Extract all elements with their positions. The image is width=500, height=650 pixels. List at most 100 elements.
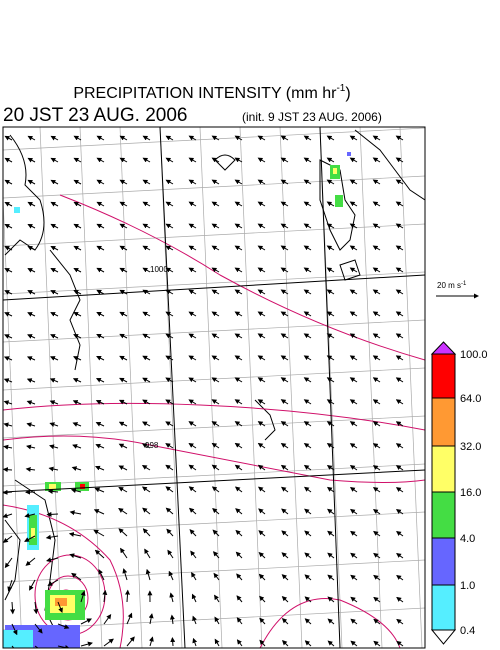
wind-arrow (49, 400, 59, 405)
wind-arrow (80, 618, 92, 625)
wind-arrow (211, 135, 220, 141)
wind-arrow (95, 443, 105, 449)
wind-arrow (303, 289, 312, 295)
contour-label: 1000 (150, 265, 168, 274)
wind-arrow (49, 444, 59, 450)
wind-arrow (303, 355, 312, 361)
wind-arrow (165, 355, 174, 361)
wind-arrow (349, 399, 358, 405)
wind-arrow (118, 465, 128, 471)
wind-arrow (303, 267, 312, 273)
wind-arrow (327, 574, 335, 581)
wind-arrow (349, 245, 358, 251)
wind-arrow (327, 596, 335, 603)
wind-arrow (4, 268, 13, 273)
wind-arrow (395, 289, 404, 295)
wind-arrow (326, 135, 335, 141)
wind-arrow (188, 267, 197, 273)
wind-arrow (257, 355, 266, 361)
wind-arrow (280, 179, 289, 185)
wind-arrow (372, 201, 381, 207)
wind-arrow (349, 135, 358, 141)
colorbar-label: 64.0 (460, 393, 481, 405)
wind-arrow (395, 245, 404, 251)
wind-arrow (372, 443, 381, 449)
wind-arrow (349, 157, 358, 163)
wind-arrow (71, 572, 82, 581)
wind-arrow (188, 442, 197, 449)
wind-arrow (118, 528, 128, 537)
wind-arrow (96, 311, 105, 317)
wind-arrow (372, 399, 381, 405)
wind-arrow (96, 356, 105, 361)
wind-arrow (280, 377, 289, 383)
wind-arrow (142, 289, 151, 295)
wind-arrow (327, 530, 335, 537)
wind-arrow (10, 601, 16, 615)
wind-arrow (96, 333, 105, 339)
wind-arrow (280, 442, 289, 449)
wind-arrow (326, 179, 335, 185)
wind-arrow (211, 245, 220, 251)
wind-arrow (24, 513, 36, 518)
wind-arrow (142, 507, 151, 515)
wind-arrow (395, 421, 404, 427)
wind-arrow (27, 290, 36, 295)
wind-arrow (211, 464, 220, 471)
wind-arrow (234, 311, 243, 317)
wind-arrow (96, 223, 105, 229)
wind-arrow (373, 640, 381, 647)
wind-arrow (304, 618, 312, 625)
wind-arrow (212, 529, 220, 537)
colorbar: 100.0 64.0 32.0 16.0 4.0 1.0 0.4 (430, 341, 488, 645)
wind-arrow (372, 355, 381, 361)
wind-arrow (326, 289, 335, 295)
wind-arrow (349, 267, 358, 273)
wind-arrow (258, 573, 266, 581)
wind-arrow (350, 574, 358, 581)
wind-arrow (234, 355, 243, 361)
wind-arrow (304, 596, 312, 603)
wind-arrow (257, 201, 266, 207)
wind-arrow (34, 645, 39, 648)
wind-arrow (234, 179, 243, 185)
wind-arrow (326, 223, 335, 229)
grid-line (79, 127, 103, 648)
wind-arrow (95, 400, 105, 405)
grid-line (3, 415, 425, 439)
wind-arrow (142, 528, 151, 537)
wind-arrow (303, 464, 312, 471)
wind-arrow (96, 289, 105, 295)
wind-arrow (349, 486, 358, 493)
colorbar-segment (431, 537, 456, 586)
grid-line (3, 32, 425, 54)
wind-arrow (280, 135, 289, 141)
wind-arrow (142, 267, 151, 273)
wind-arrow (234, 442, 243, 449)
wind-arrow (119, 377, 128, 383)
wind-arrow (280, 333, 289, 339)
wind-arrow (96, 179, 105, 185)
wind-arrow (46, 511, 59, 517)
grid-line (3, 189, 23, 648)
wind-arrow (326, 486, 335, 493)
wind-arrow (372, 487, 381, 493)
wind-arrow (349, 223, 358, 229)
wind-arrow (119, 223, 128, 229)
wind-arrow (280, 289, 289, 295)
wind-scale-exponent: -1 (461, 281, 467, 287)
wind-arrow (72, 378, 82, 383)
wind-arrow (372, 135, 381, 141)
colorbar-label: 1.0 (460, 580, 475, 592)
wind-arrow (96, 201, 105, 207)
wind-arrow (373, 552, 381, 559)
wind-arrow (395, 179, 404, 185)
colorbar-label: 32.0 (460, 441, 481, 453)
wind-arrow (148, 636, 154, 647)
wind-arrow (349, 201, 358, 207)
wind-arrow (234, 421, 243, 427)
wind-arrow (142, 377, 151, 383)
wind-arrow (350, 618, 358, 625)
wind-arrow (50, 245, 59, 251)
wind-arrow (34, 623, 43, 634)
